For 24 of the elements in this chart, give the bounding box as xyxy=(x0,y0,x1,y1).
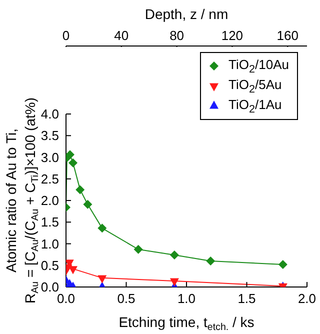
x-tick-label: 2.0 xyxy=(298,291,316,306)
x2-tick-label: 160 xyxy=(276,28,298,43)
y-tick-label: 2.5 xyxy=(40,171,59,186)
y-tick-label: 3.0 xyxy=(40,150,59,165)
x-tick-label: 1.5 xyxy=(238,291,256,306)
y-tick-label: 0.0 xyxy=(40,280,59,295)
x2-tick-label: 80 xyxy=(170,28,184,43)
x2-tick-label: 40 xyxy=(114,28,129,43)
y-tick-label: 2.0 xyxy=(40,193,59,208)
x2-axis-title: Depth, z / nm xyxy=(144,6,228,22)
x2-tick-label: 120 xyxy=(221,28,244,43)
y-tick-label: 1.5 xyxy=(40,214,59,230)
y-tick-label: 0.5 xyxy=(40,258,59,273)
x-tick-label: 0.5 xyxy=(117,291,136,306)
y-tick-label: 3.5 xyxy=(40,128,59,144)
x-tick-label: 1.0 xyxy=(177,291,196,306)
y-tick-label: 1.0 xyxy=(40,236,59,252)
legend-label: TiO$_{2}$/1Au xyxy=(228,96,282,116)
legend-label: TiO$_{2}$/10Au xyxy=(228,56,289,76)
y-tick-label: 4.0 xyxy=(40,106,59,122)
x-axis-title: Etching time, t$_{etch.}$ / ks xyxy=(118,314,254,332)
x2-tick-label: 0 xyxy=(62,28,70,43)
x-tick-label: 0.0 xyxy=(56,291,76,306)
legend-label: TiO$_{2}$/5Au xyxy=(228,76,282,96)
